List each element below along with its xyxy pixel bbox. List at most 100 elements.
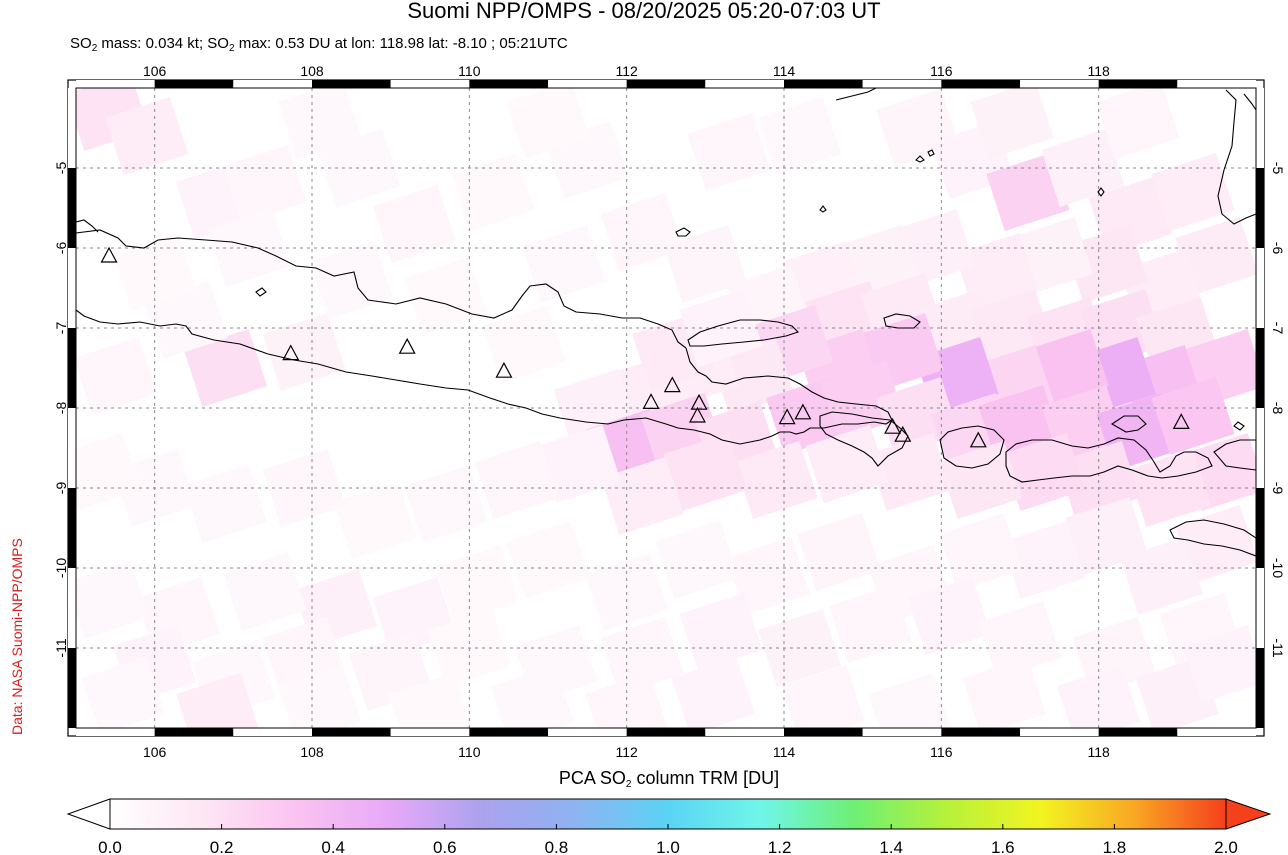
- longitude-tick-label-top: 114: [773, 63, 796, 79]
- coastline-islet: [927, 149, 935, 157]
- so2-pixel: [333, 480, 417, 560]
- longitude-tick-label-top: 116: [930, 63, 953, 79]
- frame-bar-top: [941, 80, 1020, 88]
- so2-pixel: [537, 424, 622, 504]
- frame-bar-left: [68, 488, 76, 568]
- colorbar-tick-label: 1.4: [879, 838, 903, 855]
- colorbar-title-suffix: column TRM [DU]: [631, 768, 780, 788]
- frame-bar-bottom: [705, 728, 784, 736]
- so2-pixel: [317, 128, 401, 208]
- so2-pixel: [1064, 224, 1149, 304]
- so2-pixel: [1175, 504, 1256, 584]
- longitude-tick-label-top: 106: [143, 63, 167, 79]
- frame-bar-top: [626, 80, 706, 88]
- so2-pixel: [262, 312, 346, 392]
- so2-pixel: [978, 600, 1062, 680]
- so2-pixel: [223, 552, 307, 632]
- so2-pixel: [1175, 216, 1256, 296]
- so2-pixel: [868, 432, 952, 512]
- frame-bar-bottom: [233, 728, 312, 736]
- latitude-tick-label-left: -8: [53, 402, 69, 415]
- coastlines: [76, 88, 1256, 557]
- longitude-tick-label-top: 110: [458, 63, 481, 79]
- volcano-icon: [1172, 413, 1190, 429]
- colorbar-tick-label: 1.0: [656, 838, 680, 855]
- frame-bar-bottom: [1177, 728, 1256, 736]
- coastline-kangean: [883, 313, 921, 329]
- so2-pixel: [372, 184, 456, 264]
- so2-pixel: [76, 432, 142, 512]
- coastline-sulawesi-east: [1243, 93, 1256, 111]
- frame-bar-left: [68, 88, 76, 168]
- frame-bar-left: [68, 328, 76, 408]
- frame-bar-left: [68, 648, 76, 728]
- frame-bar-left: [68, 408, 76, 488]
- so2-pixel: [81, 656, 165, 728]
- so2-pixel: [1119, 536, 1204, 616]
- map-frame: [67, 79, 1265, 737]
- frame-bar-right: [1256, 328, 1264, 408]
- coastline-islet: [1097, 187, 1105, 197]
- longitude-tick-label-bottom: 114: [773, 744, 796, 760]
- coastline-kalimantan: [835, 88, 877, 101]
- so2-pixel: [805, 424, 889, 504]
- latitude-tick-label-left: -5: [53, 162, 69, 175]
- frame-bar-right: [1256, 88, 1264, 168]
- coastline-bali: [819, 411, 909, 467]
- volcano-icon: [495, 361, 513, 378]
- so2-pixel: [679, 592, 763, 672]
- frame-bar-right: [1256, 488, 1264, 568]
- frame-bar-left: [68, 168, 76, 248]
- colorbar-tick-label: 0.4: [321, 838, 345, 855]
- colorbar-tick-label: 0.2: [210, 838, 234, 855]
- so2-pixel: [404, 256, 488, 336]
- so2-pixel: [1080, 288, 1164, 368]
- coastline-islet: [819, 205, 827, 213]
- frame-bar-top: [705, 80, 784, 88]
- so2-pixel: [388, 672, 472, 728]
- coastline-sumba: [1169, 519, 1256, 557]
- so2-pixel: [183, 464, 268, 544]
- frame-bar-top: [784, 80, 863, 88]
- latitude-tick-label-right: -6: [1270, 242, 1286, 255]
- coastline-flores: [1213, 439, 1256, 471]
- latitude-tick-label-left: -11: [53, 638, 69, 657]
- coastline-sumatra: [76, 219, 99, 233]
- frame-bar-right: [1256, 248, 1264, 328]
- longitude-tick-label-bottom: 118: [1088, 744, 1111, 760]
- coastline-islet: [915, 155, 925, 163]
- so2-pixel: [207, 208, 291, 288]
- so2-pixel: [404, 464, 488, 544]
- coastline-bawean: [675, 227, 691, 237]
- volcano-icon: [398, 337, 416, 354]
- so2-pixel: [907, 576, 991, 656]
- frame-bar-bottom: [390, 728, 470, 736]
- coastline-sumbawa-north: [1110, 415, 1147, 433]
- so2-pixel: [1151, 376, 1235, 456]
- frame-bar-bottom: [548, 728, 627, 736]
- frame-bar-top: [1020, 80, 1099, 88]
- so2-pixel: [600, 456, 685, 536]
- so2-pixel: [868, 672, 952, 728]
- so2-pixel: [655, 520, 740, 600]
- subtitle-mass-text: mass: 0.034 kt; SO: [97, 35, 229, 52]
- so2-pixel: [970, 88, 1054, 160]
- so2-pixel: [522, 224, 606, 304]
- latitude-tick-label-left: -7: [53, 322, 69, 335]
- longitude-tick-label-bottom: 106: [143, 744, 167, 760]
- so2-pixel: [600, 192, 685, 272]
- so2-pixel: [278, 664, 362, 728]
- so2-pixel: [76, 560, 150, 640]
- frame-bar-bottom: [862, 728, 942, 736]
- so2-pixel: [734, 440, 818, 520]
- colorbar-title: PCA SO2 column TRM [DU]: [0, 768, 1288, 790]
- coastline-karimunjawa: [255, 287, 267, 297]
- axis-tick-labels: 106 106 108 108 110 110 112 112 114 114 116 116 118 1…: [53, 63, 1286, 760]
- volcano-icon: [642, 393, 660, 409]
- frame-bar-top: [548, 80, 627, 88]
- so2-pixel: [223, 144, 307, 224]
- frame-bar-bottom: [784, 728, 863, 736]
- frame-bar-bottom: [1020, 728, 1099, 736]
- frame-bar-top: [390, 80, 470, 88]
